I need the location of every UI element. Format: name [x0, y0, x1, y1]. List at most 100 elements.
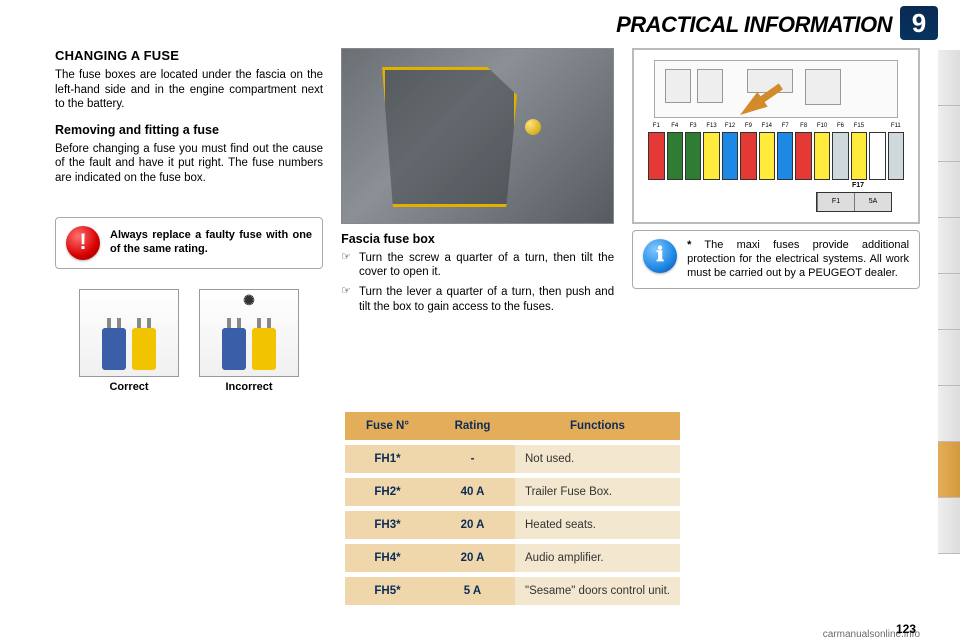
fuse-slot — [851, 132, 867, 180]
fascia-panel-outline — [382, 67, 517, 207]
para-fusebox-location: The fuse boxes are located under the fas… — [55, 68, 323, 111]
fuse-slot — [777, 132, 793, 180]
fuse-slot-label: F10 — [814, 123, 830, 131]
heading-removing-fitting: Removing and fitting a fuse — [55, 123, 323, 139]
fuse-slot — [759, 132, 775, 180]
para-before-changing: Before changing a fuse you must find out… — [55, 142, 323, 185]
table-header: Fuse N° — [345, 412, 430, 443]
side-tab[interactable] — [938, 330, 960, 386]
cell-fuse-no: FH4* — [345, 542, 430, 575]
fuse-slot-label: F15 — [851, 123, 867, 131]
heading-fascia-box: Fascia fuse box — [341, 232, 614, 248]
warning-text: Always replace a faulty fuse with one of… — [110, 229, 312, 257]
side-tab[interactable] — [938, 162, 960, 218]
fuse-slots — [648, 132, 904, 180]
fuse-slot-label: F3 — [685, 123, 701, 131]
heading-changing-fuse: CHANGING A FUSE — [55, 48, 323, 64]
cell-function: "Sesame" doors control unit. — [515, 575, 680, 608]
table-row: FH5*5 A"Sesame" doors control unit. — [345, 575, 680, 608]
fuse-icon — [132, 328, 156, 370]
column-middle: Fascia fuse box ☞ Turn the screw a quart… — [341, 48, 614, 395]
fuse-slot — [888, 132, 904, 180]
side-tab[interactable] — [938, 386, 960, 442]
fuse-slot — [740, 132, 756, 180]
bullet-text: Turn the lever a quarter of a turn, then… — [359, 285, 614, 314]
chapter-badge: 9 — [900, 6, 938, 40]
fuse-table: Fuse N° Rating Functions FH1*-Not used.F… — [345, 412, 680, 610]
fascia-photo — [341, 48, 614, 224]
fuse-slot — [832, 132, 848, 180]
hand-icon: ☞ — [341, 285, 351, 314]
maxi-fuse: F1 5A — [816, 192, 892, 212]
cell-rating: 20 A — [430, 542, 515, 575]
fuse-slot — [648, 132, 664, 180]
fuse-slot-label: F6 — [832, 123, 848, 131]
fuse-slot-label: F13 — [703, 123, 719, 131]
fuse-icon — [102, 328, 126, 370]
fuse-slot-label: F8 — [795, 123, 811, 131]
fuse-icon — [252, 328, 276, 370]
maxi-fuse-label: F17 — [852, 182, 864, 191]
cell-fuse-no: FH3* — [345, 509, 430, 542]
warning-box: Always replace a faulty fuse with one of… — [55, 217, 323, 269]
fuse-figure-correct: Correct — [79, 289, 179, 395]
info-box: * The maxi fuses provide ad­ditional pro… — [632, 230, 920, 289]
bullet-text: Turn the screw a quarter of a turn, then… — [359, 251, 614, 280]
cell-function: Trailer Fuse Box. — [515, 476, 680, 509]
fuse-icon — [222, 328, 246, 370]
table-row: FH3*20 AHeated seats. — [345, 509, 680, 542]
cell-function: Audio amplifier. — [515, 542, 680, 575]
cell-fuse-no: FH5* — [345, 575, 430, 608]
table-row: FH1*-Not used. — [345, 443, 680, 476]
label-incorrect: Incorrect — [199, 381, 299, 395]
info-icon — [643, 239, 677, 273]
side-tabs — [938, 50, 960, 554]
fuse-slot-label: F9 — [740, 123, 756, 131]
info-text: * The maxi fuses provide ad­ditional pro… — [687, 239, 909, 280]
column-right: F1F4F3F13F12F9F14F7F8F10F6F15F11 F17 F1 … — [632, 48, 920, 395]
fuse-slot — [703, 132, 719, 180]
spark-icon: ✺ — [243, 292, 255, 310]
table-header: Functions — [515, 412, 680, 443]
fuse-correct-incorrect: Correct ✺ Incorrect — [55, 289, 323, 395]
fuse-slot-label: F4 — [667, 123, 683, 131]
page-header: PRACTICAL INFORMATION 9 — [55, 12, 920, 40]
fuse-labels: F1F4F3F13F12F9F14F7F8F10F6F15F11 — [648, 123, 904, 131]
cell-rating: 20 A — [430, 509, 515, 542]
table-header: Rating — [430, 412, 515, 443]
table-header-row: Fuse N° Rating Functions — [345, 412, 680, 443]
side-tab[interactable] — [938, 106, 960, 162]
fuse-figure-incorrect: ✺ Incorrect — [199, 289, 299, 395]
cell-rating: 5 A — [430, 575, 515, 608]
fuse-slot-label: F14 — [759, 123, 775, 131]
bullet-item: ☞ Turn the screw a quarter of a turn, th… — [341, 251, 614, 280]
side-tab[interactable] — [938, 442, 960, 498]
cell-rating: 40 A — [430, 476, 515, 509]
fascia-knob-icon — [525, 119, 541, 135]
fuse-slot — [667, 132, 683, 180]
cell-fuse-no: FH1* — [345, 443, 430, 476]
side-tab[interactable] — [938, 218, 960, 274]
fuse-slot — [869, 132, 885, 180]
side-tab[interactable] — [938, 50, 960, 106]
fuse-slot — [814, 132, 830, 180]
header-title: PRACTICAL INFORMATION — [616, 12, 892, 38]
fusebox-diagram: F1F4F3F13F12F9F14F7F8F10F6F15F11 F17 F1 … — [632, 48, 920, 224]
side-tab[interactable] — [938, 274, 960, 330]
fuse-slot — [795, 132, 811, 180]
fuse-slot-label: F12 — [722, 123, 738, 131]
side-tab[interactable] — [938, 498, 960, 554]
cell-fuse-no: FH2* — [345, 476, 430, 509]
fuse-slot — [685, 132, 701, 180]
fuse-slot-label — [869, 123, 885, 131]
fuse-slot-label: F1 — [648, 123, 664, 131]
table-row: FH2*40 ATrailer Fuse Box. — [345, 476, 680, 509]
cell-rating: - — [430, 443, 515, 476]
hand-icon: ☞ — [341, 251, 351, 280]
bullet-item: ☞ Turn the lever a quarter of a turn, th… — [341, 285, 614, 314]
column-left: CHANGING A FUSE The fuse boxes are locat… — [55, 48, 323, 395]
cell-function: Heated seats. — [515, 509, 680, 542]
watermark: carmanualsonline.info — [823, 629, 920, 640]
cell-function: Not used. — [515, 443, 680, 476]
warning-icon — [66, 226, 100, 260]
